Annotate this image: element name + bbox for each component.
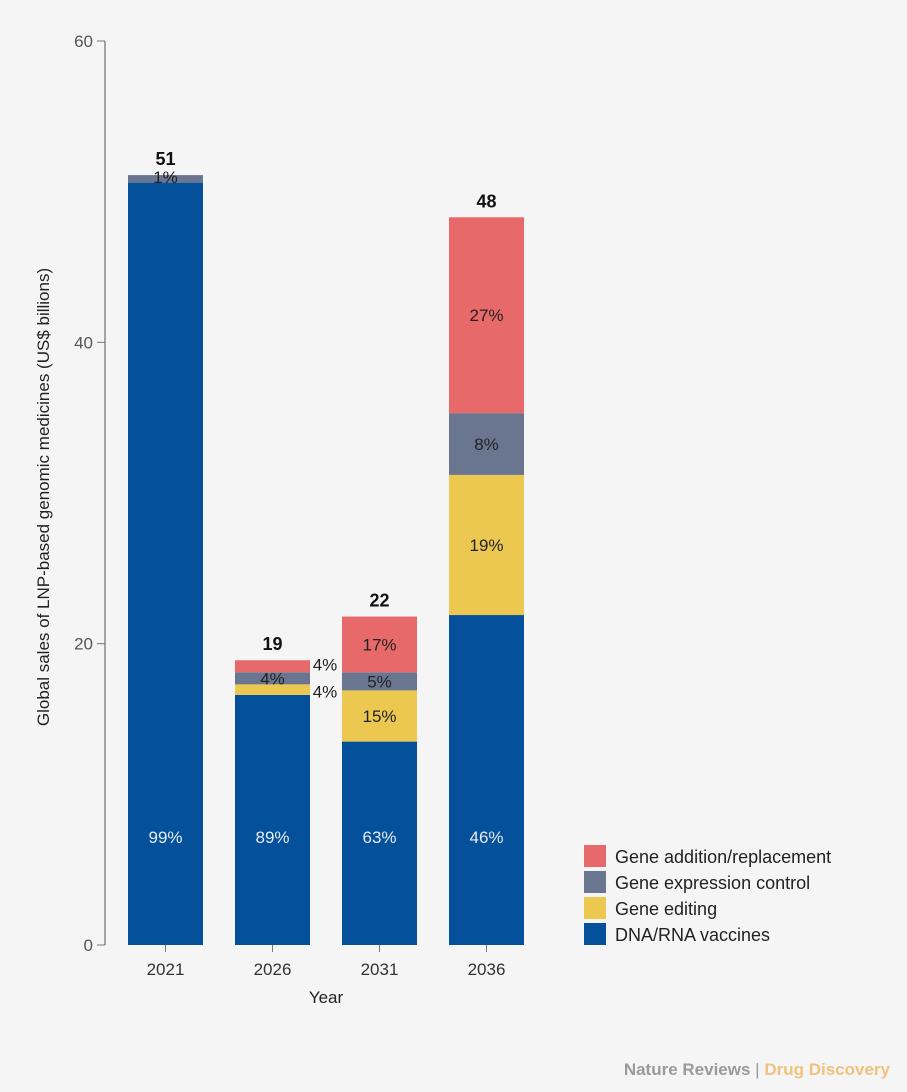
legend-swatch [584,897,606,919]
legend-label: Gene editing [615,899,717,919]
legend-label: Gene addition/replacement [615,847,831,867]
segment-label: 5% [367,672,392,691]
total-label: 22 [369,591,389,611]
y-axis-label: Global sales of LNP-based genomic medici… [34,268,53,726]
segment-label: 4% [260,669,285,688]
bar-segment [449,217,524,414]
footer-separator: | [755,1060,760,1079]
total-label: 48 [476,191,496,211]
bar-segment [235,660,310,673]
legend-label: Gene expression control [615,873,810,893]
x-tick-label: 2031 [361,960,399,979]
segment-label: 4% [313,683,338,702]
bar-segment [449,474,524,616]
total-label: 51 [155,149,175,169]
total-label: 19 [262,634,282,654]
legend-label: DNA/RNA vaccines [615,925,770,945]
bar-segment [449,615,524,945]
segment-label: 46% [469,828,503,847]
bar-segment [342,616,417,673]
y-tick-label: 60 [74,32,93,51]
segment-label: 8% [474,435,499,454]
y-tick-label: 40 [74,333,93,352]
segment-label: 99% [148,828,182,847]
publisher-name: Nature Reviews [623,1060,751,1079]
legend-swatch [584,923,606,945]
segment-label: 63% [362,828,396,847]
y-tick-label: 0 [84,936,93,955]
bar-segment [342,741,417,945]
segment-label: 1% [153,168,178,187]
bar-segment [235,672,310,685]
bar-segment [235,684,310,695]
segment-label: 15% [362,707,396,726]
segment-label: 17% [362,635,396,654]
bar-segment [235,694,310,945]
x-tick-label: 2026 [254,960,292,979]
journal-name: Drug Discovery [764,1060,890,1079]
bar-segment [342,690,417,742]
x-tick-label: 2036 [468,960,506,979]
segment-label: 89% [255,828,289,847]
x-axis-label: Year [309,988,344,1007]
bar-segment [128,182,203,946]
segment-label: 19% [469,536,503,555]
x-tick-label: 2021 [147,960,185,979]
bar-segment [449,413,524,475]
segment-label: 4% [313,655,338,674]
legend-swatch [584,845,606,867]
bar-segment [342,672,417,691]
bar-segment [128,175,203,183]
segment-label: 27% [469,306,503,325]
y-tick-label: 20 [74,635,93,654]
legend-swatch [584,871,606,893]
footer-credit: Nature Reviews | Drug Discovery [624,1060,890,1080]
